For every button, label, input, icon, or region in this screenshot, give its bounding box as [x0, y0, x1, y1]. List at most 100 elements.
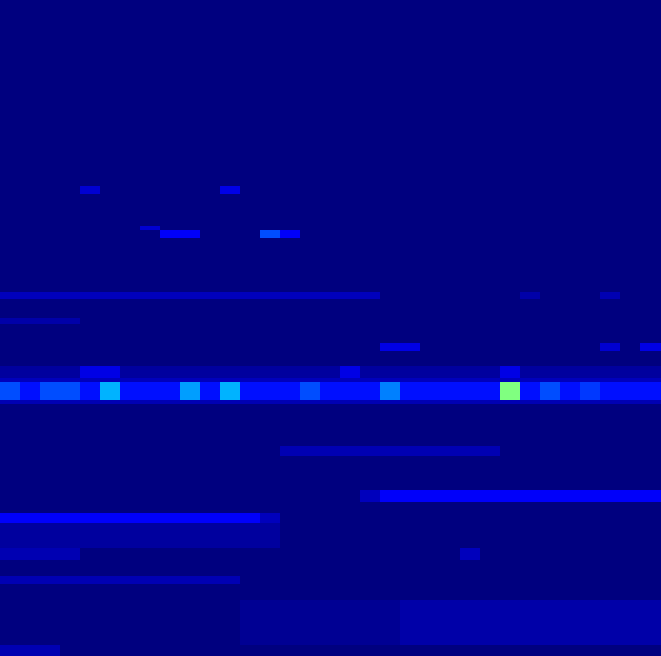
heatmap-cell — [640, 600, 661, 645]
heatmap-cell — [380, 548, 400, 560]
heatmap-cell — [560, 0, 580, 186]
heatmap-cell — [20, 523, 40, 548]
heatmap-cell — [480, 230, 500, 238]
heatmap-cell — [300, 230, 320, 238]
heatmap-cell — [500, 351, 520, 366]
heatmap-cell — [500, 404, 520, 446]
heatmap-cell — [60, 584, 80, 600]
heatmap-cell — [20, 351, 40, 366]
heatmap-cell — [100, 523, 120, 548]
heatmap-cell — [480, 378, 500, 382]
heatmap-cell — [100, 292, 120, 299]
heatmap-cell — [460, 548, 480, 560]
heatmap-cell — [180, 194, 200, 226]
heatmap-cell — [440, 238, 460, 292]
heatmap-cell — [460, 194, 480, 226]
heatmap-cell — [520, 490, 540, 502]
heatmap-cell — [460, 318, 480, 324]
heatmap-cell — [300, 194, 320, 226]
heatmap-cell — [360, 523, 380, 548]
heatmap-cell — [520, 378, 540, 382]
heatmap-cell — [160, 584, 180, 600]
heatmap-cell — [100, 324, 120, 343]
heatmap-cell — [580, 548, 600, 560]
heatmap-cell — [200, 318, 220, 324]
heatmap-cell — [580, 186, 600, 194]
heatmap-cell — [340, 490, 360, 502]
heatmap-cell — [80, 382, 100, 400]
heatmap-cell — [300, 318, 320, 324]
heatmap-cell — [440, 343, 460, 351]
heatmap-cell — [240, 490, 260, 502]
heatmap-cell — [280, 502, 300, 513]
heatmap-cell — [100, 0, 120, 186]
heatmap-cell — [420, 324, 440, 343]
heatmap-cell — [560, 324, 580, 343]
heatmap-cell — [580, 456, 600, 490]
heatmap-cell — [640, 404, 661, 446]
heatmap-cell — [80, 513, 100, 523]
heatmap-cell — [620, 299, 640, 318]
heatmap-cell — [300, 560, 320, 576]
heatmap-cell — [60, 490, 80, 502]
heatmap-cell — [440, 194, 460, 226]
heatmap-cell — [160, 523, 180, 548]
heatmap-cell — [220, 645, 240, 656]
heatmap-cell — [200, 382, 220, 400]
heatmap-cell — [380, 366, 400, 378]
heatmap-cell — [40, 446, 60, 456]
heatmap-cell — [320, 318, 340, 324]
heatmap-cell — [160, 548, 180, 560]
heatmap-cell — [560, 299, 580, 318]
heatmap-cell — [180, 0, 200, 186]
heatmap-cell — [240, 186, 260, 194]
heatmap-cell — [520, 456, 540, 490]
heatmap-cell — [180, 382, 200, 400]
heatmap-cell — [260, 299, 280, 318]
heatmap-cell — [120, 584, 140, 600]
heatmap-cell — [200, 226, 220, 230]
heatmap-cell — [120, 238, 140, 292]
heatmap-cell — [600, 490, 620, 502]
heatmap-cell — [480, 404, 500, 446]
heatmap-cell — [360, 366, 380, 378]
heatmap-cell — [140, 318, 160, 324]
heatmap-cell — [480, 351, 500, 366]
heatmap-cell — [440, 490, 460, 502]
heatmap-cell — [60, 560, 80, 576]
heatmap-cell — [280, 238, 300, 292]
heatmap-cell — [360, 382, 380, 400]
heatmap-cell — [60, 645, 80, 656]
heatmap-cell — [140, 194, 160, 226]
heatmap-cell — [60, 513, 80, 523]
heatmap-cell — [180, 576, 200, 584]
heatmap-cell — [520, 382, 540, 400]
heatmap-cell — [200, 548, 220, 560]
heatmap-cell — [260, 318, 280, 324]
heatmap-cell — [0, 456, 20, 490]
heatmap-cell — [20, 502, 40, 513]
heatmap-cell — [20, 645, 40, 656]
heatmap-cell — [320, 230, 340, 238]
heatmap-cell — [180, 299, 200, 318]
heatmap-cell — [520, 404, 540, 446]
heatmap-cell — [400, 186, 420, 194]
heatmap-cell — [100, 230, 120, 238]
heatmap-cell — [400, 343, 420, 351]
heatmap-cell — [20, 226, 40, 230]
heatmap-cell — [560, 238, 580, 292]
heatmap-cell — [220, 292, 240, 299]
heatmap-cell — [80, 318, 100, 324]
heatmap-cell — [340, 446, 360, 456]
heatmap-cell — [620, 230, 640, 238]
heatmap-cell — [320, 366, 340, 378]
heatmap-cell — [380, 645, 400, 656]
heatmap-cell — [40, 238, 60, 292]
heatmap-cell — [0, 645, 20, 656]
heatmap-cell — [260, 378, 280, 382]
heatmap-cell — [440, 548, 460, 560]
heatmap-cell — [400, 366, 420, 378]
heatmap-cell — [620, 378, 640, 382]
heatmap-cell — [140, 523, 160, 548]
heatmap-cell — [140, 645, 160, 656]
